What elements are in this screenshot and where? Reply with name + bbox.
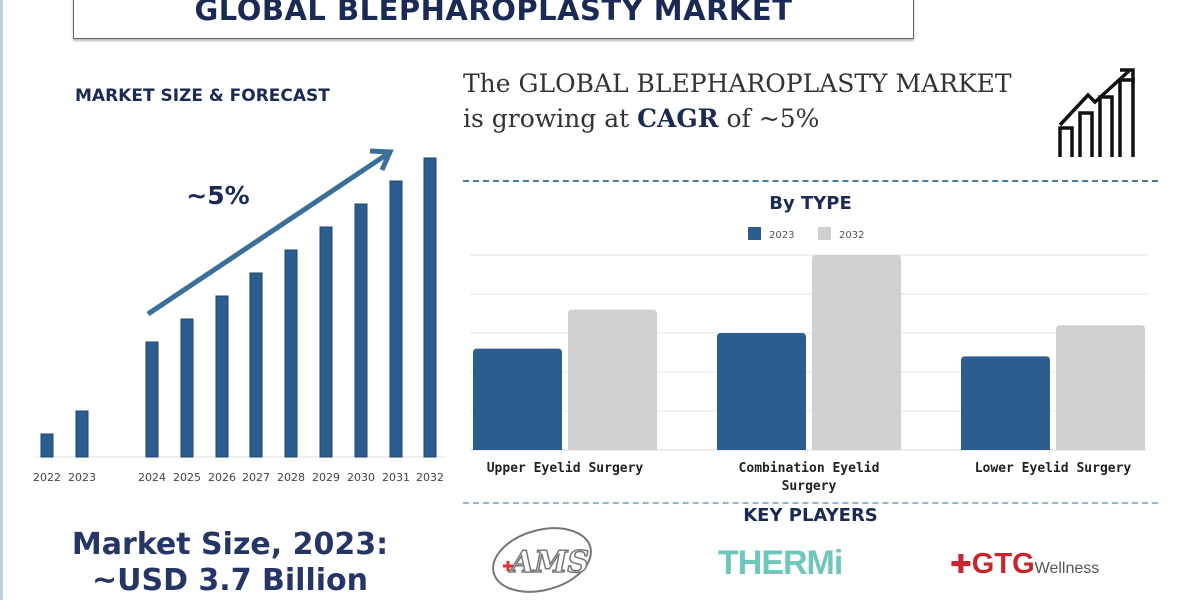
headline: The GLOBAL BLEPHAROPLASTY MARKET is grow…	[463, 66, 1023, 136]
bar-2032	[812, 255, 901, 450]
bar-2032	[568, 309, 657, 450]
bar-2023	[473, 348, 562, 450]
category-label: Lower Eyelid Surgery	[975, 461, 1132, 476]
bar-2023	[75, 410, 89, 458]
headline-tail: of ~5%	[718, 104, 820, 133]
bar-2027	[249, 272, 263, 458]
title-box: GLOBAL BLEPHAROPLASTY MARKET	[73, 0, 914, 39]
red-cross-icon	[503, 561, 513, 571]
tick-label: 2028	[277, 471, 305, 484]
tick-label: 2029	[312, 471, 340, 484]
key-players-title: KEY PLAYERS	[743, 505, 878, 526]
legend-label: 2023	[769, 230, 794, 241]
bar-2029	[319, 226, 333, 458]
bar-2028	[284, 249, 298, 458]
market-size-line2: ~USD 3.7 Billion	[91, 563, 368, 598]
bar-2032	[423, 157, 437, 458]
legend-label: 2032	[839, 230, 864, 241]
tick-label: 2025	[173, 471, 201, 484]
bar-2023	[717, 333, 806, 450]
bar-2032	[1056, 325, 1145, 450]
legend-swatch	[748, 227, 761, 240]
headline-bold: CAGR	[637, 104, 719, 133]
chart-title: By TYPE	[769, 193, 852, 214]
cross-icon: ✚	[950, 549, 972, 579]
category-label: Combination Eyelid	[739, 461, 880, 476]
tick-label: 2027	[242, 471, 270, 484]
tick-label: 2032	[416, 471, 444, 484]
growth-arrow	[146, 148, 394, 317]
cagr-label: ~5%	[186, 181, 249, 210]
divider	[463, 180, 1158, 182]
bar-2030	[354, 203, 368, 458]
ams-logo: AMS	[492, 527, 592, 593]
gtg-logo: ✚GTGWellness	[950, 548, 1100, 580]
tick-label: 2026	[208, 471, 236, 484]
bar-2025	[180, 318, 194, 458]
category-label: Surgery	[782, 479, 837, 494]
page-title: GLOBAL BLEPHAROPLASTY MARKET	[194, 0, 793, 27]
category-label: Upper Eyelid Surgery	[487, 461, 644, 476]
bar-2023	[961, 356, 1050, 450]
divider	[463, 502, 1158, 504]
tick-label: 2024	[138, 471, 166, 484]
market-size-line1: Market Size, 2023:	[71, 527, 389, 562]
tick-label: 2031	[382, 471, 410, 484]
therm-logo: THERMi	[718, 544, 843, 582]
bar-2031	[389, 180, 403, 458]
tick-label: 2022	[33, 471, 61, 484]
bar-2026	[215, 295, 229, 458]
page-edge	[0, 0, 3, 600]
bar-2022	[40, 433, 54, 458]
bar-2024	[145, 341, 159, 458]
market-size: Market Size, 2023: ~USD 3.7 Billion	[0, 527, 460, 599]
legend-swatch	[818, 227, 831, 240]
growth-chart-icon	[1058, 68, 1135, 157]
ams-logo-text: AMS	[508, 545, 589, 580]
section-title: MARKET SIZE & FORECAST	[75, 86, 330, 106]
tick-label: 2023	[68, 471, 96, 484]
headline-text: The GLOBAL BLEPHAROPLASTY MARKET is grow…	[463, 69, 1012, 133]
tick-label: 2030	[347, 471, 375, 484]
